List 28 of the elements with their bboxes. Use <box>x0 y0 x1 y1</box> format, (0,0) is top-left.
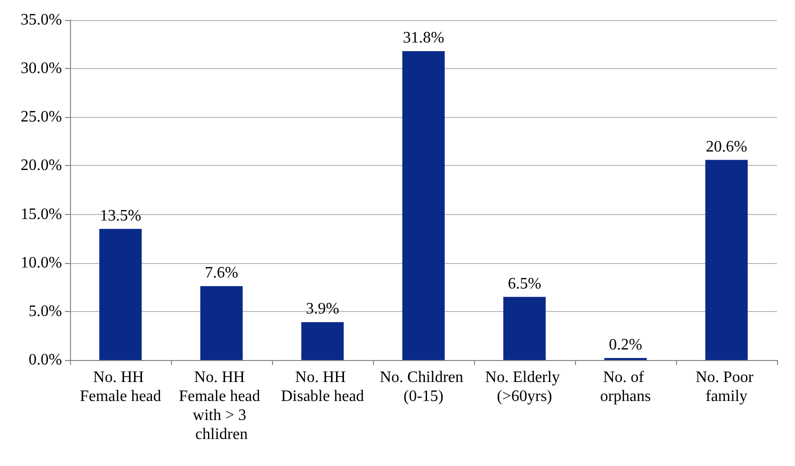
x-tick-label: No. HH Female head with > 3 chlidren <box>178 369 264 443</box>
data-label: 6.5% <box>508 275 542 292</box>
x-tick-label: No. of orphans <box>600 369 651 405</box>
y-tick-label: 5.0% <box>28 302 62 320</box>
bar <box>705 160 748 360</box>
y-tick-label: 25.0% <box>20 108 62 126</box>
x-tick-label: No. Elderly (>60yrs) <box>485 369 564 405</box>
bar <box>503 296 546 360</box>
data-label: 0.2% <box>608 336 642 354</box>
y-tick-label: 0.0% <box>28 352 62 368</box>
x-tick-label: No. Poor family <box>696 369 758 405</box>
bar <box>301 322 344 360</box>
data-label: 7.6% <box>204 264 238 282</box>
bar <box>99 228 142 360</box>
data-label: 31.8% <box>402 30 444 47</box>
y-tick-label: 20.0% <box>20 157 62 174</box>
x-tick-label: No. Children (0-15) <box>380 369 468 405</box>
x-tick-label: No. HH Female head <box>80 369 162 405</box>
data-label: 13.5% <box>100 207 142 224</box>
bar <box>200 286 243 360</box>
data-label: 3.9% <box>306 300 340 318</box>
y-tick-label: 30.0% <box>20 60 62 78</box>
y-tick-label: 35.0% <box>20 12 62 28</box>
bar <box>402 51 445 360</box>
x-tick-label: No. HH Disable head <box>280 369 364 405</box>
y-tick-label: 15.0% <box>20 206 62 223</box>
data-label: 20.6% <box>706 138 748 156</box>
y-tick-label: 10.0% <box>20 254 62 272</box>
